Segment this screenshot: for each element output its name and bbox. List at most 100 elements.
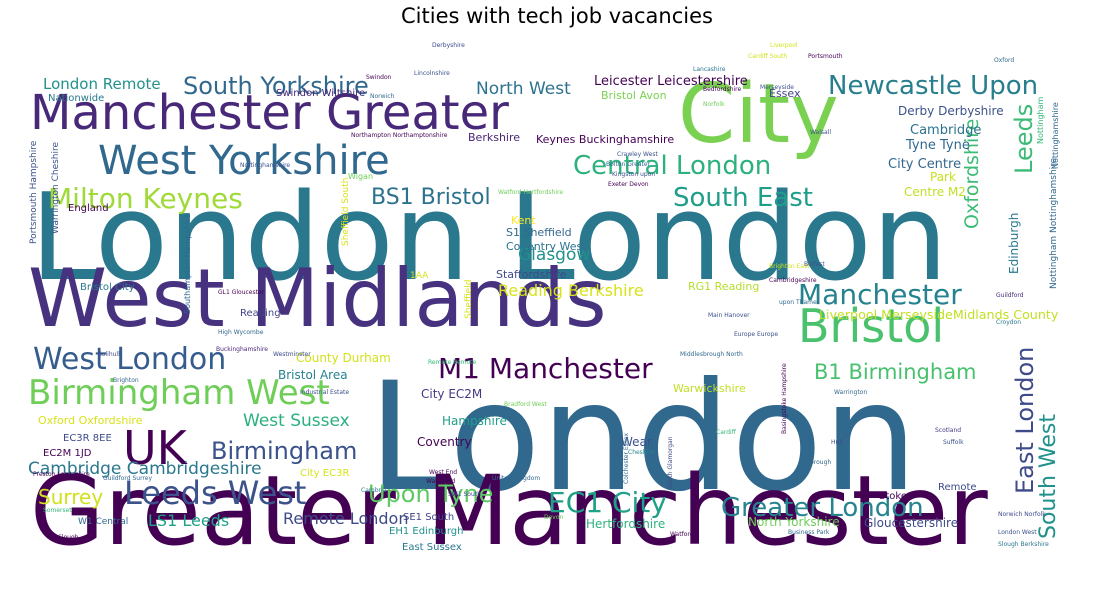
word-4: City — [678, 67, 839, 162]
word-37: London Remote — [43, 75, 161, 93]
word-112: Lincolnshire — [414, 70, 450, 77]
word-cloud: London London London Greater Manchester Wes… — [28, 34, 1060, 555]
word-59: Essex — [769, 87, 801, 100]
word-65: Warwickshire — [673, 382, 746, 395]
word-93: Cardiff — [716, 429, 737, 436]
word-130: Guildford Surrey — [103, 475, 152, 482]
word-8: UK — [123, 421, 189, 475]
word-72: East Sussex — [402, 542, 462, 553]
word-27: B1 Birmingham — [814, 360, 977, 384]
word-116: Lancashire — [693, 66, 726, 73]
word-3: West Midlands — [28, 252, 607, 345]
word-85: Swindon Wiltshire — [276, 88, 365, 99]
word-74: Bristol City — [80, 282, 135, 293]
word-60: S1 Sheffield — [506, 226, 572, 239]
word-150: Main Hanover — [708, 312, 750, 319]
word-19: South East — [673, 183, 813, 213]
word-141: Brighton East — [769, 263, 810, 270]
word-145: United Kingdom — [492, 475, 540, 482]
word-96: Guildford — [996, 292, 1024, 299]
word-15: Manchester — [798, 278, 962, 311]
word-153: Cardiff South — [748, 53, 787, 60]
word-25: South West — [1036, 414, 1060, 539]
word-48: Hertfordshire — [586, 517, 665, 531]
word-61: Coventry West — [506, 240, 587, 253]
word-78: Warrington Cheshire — [51, 141, 61, 234]
word-45: Hampshire — [442, 414, 507, 428]
word-119: Norfolk — [703, 101, 725, 108]
word-36: Remote London — [283, 509, 408, 528]
word-20: South Yorkshire — [183, 72, 369, 100]
word-14: EC1 City — [548, 486, 667, 519]
word-13: M1 Manchester — [438, 352, 653, 385]
word-6: West Yorkshire — [98, 138, 390, 184]
word-18: Greater London — [721, 493, 924, 523]
word-67: EC3R 8EE — [63, 433, 112, 444]
word-31: West Sussex — [243, 411, 350, 431]
word-92: Suffolk — [943, 439, 964, 446]
word-28: Surrey — [38, 485, 103, 509]
word-56: Keynes Buckinghamshire — [536, 133, 674, 146]
word-128: Industrial Estate — [300, 389, 349, 396]
word-29: Oxfordshire — [961, 119, 983, 229]
word-114: Liverpool — [770, 42, 798, 49]
word-32: North West — [476, 79, 571, 99]
word-90: 1AA — [410, 271, 429, 281]
word-94: Solihull — [98, 351, 120, 358]
word-103: Europe Europe — [734, 331, 778, 338]
word-133: Basingstoke Hampshire — [781, 363, 788, 434]
word-38: Leicester Leicestershire — [594, 74, 748, 89]
word-86: Stoke — [879, 491, 907, 502]
word-149: SW1 South — [448, 491, 481, 498]
word-148: West End — [429, 469, 457, 476]
word-21: Birmingham — [211, 437, 357, 465]
word-102: Slough Berkshire — [998, 541, 1049, 548]
word-41: City Centre — [888, 157, 961, 172]
word-44: City EC2M — [421, 387, 482, 401]
word-117: Bedfordshire — [703, 86, 742, 93]
word-131: Remote Remote — [428, 359, 477, 366]
word-95: High Wycombe — [218, 329, 264, 336]
word-107: Hull — [831, 439, 843, 446]
word-55: Centre M2 — [904, 185, 966, 199]
word-22: East London — [1011, 347, 1039, 494]
word-30: Cambridge Cambridgeshire — [28, 459, 262, 479]
word-122: Norwich — [370, 93, 394, 100]
word-51: Bristol Area — [278, 368, 348, 382]
word-26: BS1 Bristol — [371, 185, 491, 210]
word-83: Nottinghamshire — [1051, 102, 1060, 169]
word-12: Milton Keynes — [48, 182, 243, 215]
word-100: Norwich Norfolk — [998, 511, 1046, 518]
word-101: London West — [998, 529, 1037, 536]
word-98: Watford — [670, 531, 694, 538]
word-10: Leeds West — [124, 474, 306, 512]
word-138: Exeter Devon — [608, 181, 649, 188]
word-87: Remote — [938, 482, 977, 493]
word-73: Reading — [240, 308, 281, 319]
word-120: Walsall — [810, 129, 831, 136]
word-88: W1 Central — [78, 517, 128, 527]
word-23: Leeds — [1010, 104, 1038, 174]
word-127: Buckinghamshire — [216, 346, 268, 353]
word-104: Middlesbrough North — [680, 351, 743, 358]
word-54: Park — [930, 170, 956, 184]
word-81: Sheffield — [464, 280, 474, 319]
word-0: London — [368, 351, 918, 525]
word-147: Wakefield — [426, 478, 455, 485]
word-142: Cambridgeshire — [769, 277, 817, 284]
word-52: County Durham — [296, 351, 391, 365]
word-50: Gloucestershire — [864, 516, 958, 530]
word-123: Northampton Northamptonshire — [351, 132, 448, 139]
word-97: Croydon — [996, 319, 1021, 326]
word-58: Bristol Avon — [601, 89, 667, 102]
word-47: Wear — [621, 435, 652, 449]
word-99: Business Park — [788, 529, 830, 536]
word-111: Brighton — [113, 377, 139, 384]
word-70: SE1 South — [403, 512, 454, 523]
word-135: Bradford West — [504, 401, 547, 408]
word-34: Reading Berkshire — [498, 281, 644, 300]
word-64: RG1 Reading — [688, 280, 759, 293]
word-113: Derbyshire — [432, 42, 465, 49]
word-68: EC2M 1JD — [43, 448, 92, 459]
